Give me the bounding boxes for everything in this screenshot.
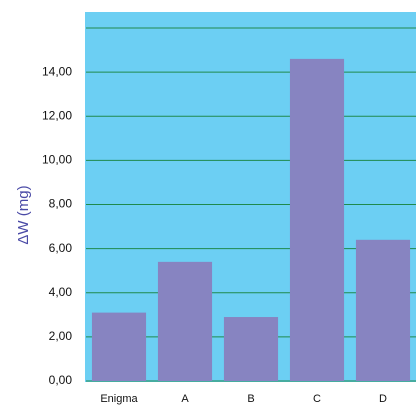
x-tick-label: D xyxy=(379,393,387,405)
x-tick-label: B xyxy=(247,393,254,405)
bar xyxy=(91,312,147,381)
bar xyxy=(157,261,213,381)
x-tick-label: C xyxy=(313,393,321,405)
bar xyxy=(223,317,279,381)
bar xyxy=(355,239,411,381)
x-tick-label: Enigma xyxy=(100,393,138,405)
x-tick-label: A xyxy=(181,393,189,405)
y-tick-label: 0,00 xyxy=(49,373,73,387)
y-tick-label: 4,00 xyxy=(49,285,73,299)
y-tick-label: 8,00 xyxy=(49,197,73,211)
y-tick-label: 10,00 xyxy=(42,153,72,167)
y-axis-label: ΔW (mg) xyxy=(15,185,32,244)
y-tick-label: 12,00 xyxy=(42,108,72,122)
y-tick-label: 14,00 xyxy=(42,64,72,78)
y-tick-label: 6,00 xyxy=(49,241,73,255)
bar xyxy=(289,58,345,381)
y-tick-label: 2,00 xyxy=(49,329,73,343)
